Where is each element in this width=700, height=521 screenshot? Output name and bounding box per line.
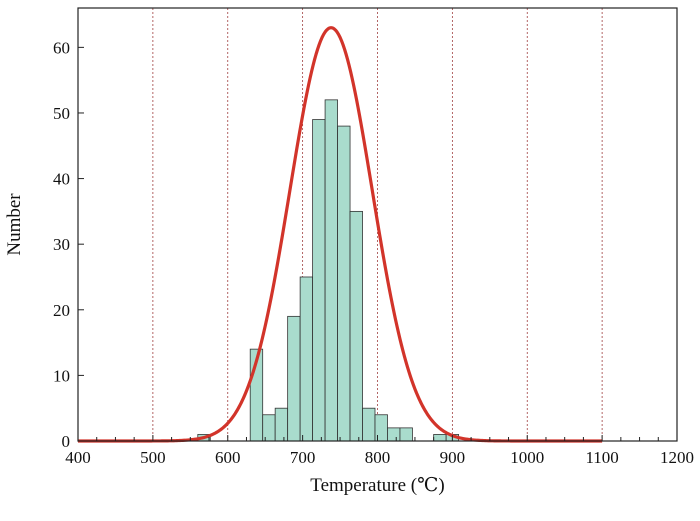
x-axis-title: Temperature (℃) (310, 475, 444, 496)
x-tick-label: 1100 (585, 448, 618, 467)
histogram-bars (197, 99, 460, 442)
y-tick-label: 20 (53, 301, 70, 320)
histogram-bar (287, 315, 301, 442)
histogram-bar (433, 434, 447, 442)
x-tick-label: 800 (365, 448, 391, 467)
x-tick-label: 500 (140, 448, 166, 467)
y-axis-title: Number (4, 193, 25, 256)
histogram-bar (337, 125, 351, 442)
histogram-bar (399, 427, 413, 442)
x-tick-label: 600 (215, 448, 241, 467)
histogram-bar (324, 99, 338, 442)
grid-lines (152, 8, 603, 441)
x-tick-label: 400 (65, 448, 91, 467)
x-tick-label: 1000 (510, 448, 544, 467)
histogram-bar (349, 210, 363, 442)
y-tick-label: 30 (53, 235, 70, 254)
x-tick-label: 700 (290, 448, 316, 467)
y-tick-label: 50 (53, 104, 70, 123)
y-tick-label: 10 (53, 366, 70, 385)
y-tick-label: 40 (53, 170, 70, 189)
histogram-bar (262, 414, 276, 442)
histogram-bar (274, 407, 289, 442)
x-tick-label: 1200 (660, 448, 694, 467)
histogram-bar (312, 119, 326, 442)
y-tick-label: 60 (53, 38, 70, 57)
histogram-bar (362, 407, 376, 442)
x-tick-label: 900 (440, 448, 466, 467)
histogram-bar (387, 427, 401, 442)
histogram-bar (299, 276, 314, 442)
y-axis-ticks: 0 10 20 30 40 50 60 (53, 38, 84, 451)
y-tick-label: 0 (62, 432, 71, 451)
histogram-bar (374, 414, 388, 442)
x-axis-ticks: 400 500 600 700 800 900 1000 1100 1200 (65, 435, 694, 467)
